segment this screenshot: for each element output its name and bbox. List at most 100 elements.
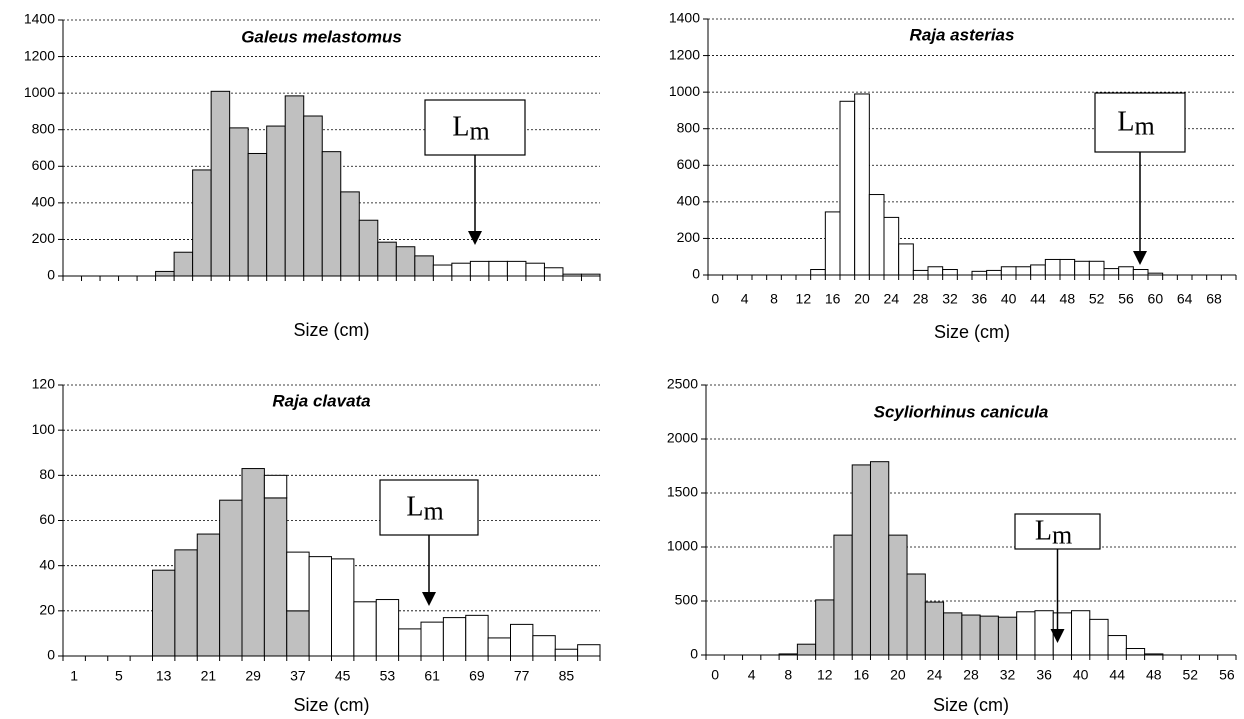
y-tick-label: 500 — [675, 592, 699, 608]
x-tick-label: 45 — [335, 668, 351, 684]
x-tick-label: 20 — [854, 291, 870, 307]
x-axis-title: Size (cm) — [934, 322, 1010, 342]
bar — [868, 194, 885, 276]
x-tick-label: 69 — [469, 668, 485, 684]
annotation-box — [1014, 513, 1101, 550]
bar — [469, 260, 490, 277]
x-tick-label: 24 — [884, 291, 900, 307]
x-tick-label: 24 — [927, 667, 943, 683]
x-tick-label: 16 — [825, 291, 841, 307]
bar — [833, 534, 853, 656]
annotation-sub: m — [469, 116, 489, 145]
bar — [174, 549, 198, 657]
bar — [375, 599, 400, 657]
bar — [331, 558, 355, 657]
bar — [451, 262, 471, 277]
bar — [1034, 610, 1054, 656]
x-tick-label: 16 — [854, 667, 870, 683]
x-tick-label: 48 — [1060, 291, 1076, 307]
bar — [358, 219, 379, 277]
bar — [815, 599, 835, 656]
arrow-head — [1133, 251, 1147, 265]
bar — [839, 100, 856, 276]
bar — [906, 573, 926, 656]
bar — [1071, 610, 1091, 656]
x-tick-label: 61 — [424, 668, 440, 684]
x-tick-label: 32 — [1000, 667, 1016, 683]
bar — [1107, 635, 1127, 656]
chart-title: Raja clavata — [272, 391, 370, 410]
y-tick-label: 1000 — [667, 538, 698, 554]
x-tick-label: 52 — [1183, 667, 1199, 683]
bar — [924, 601, 945, 656]
arrow-head — [1050, 629, 1065, 643]
x-tick-label: 0 — [711, 667, 719, 683]
bar — [532, 635, 556, 657]
bar — [286, 551, 310, 612]
bar — [997, 616, 1018, 656]
y-tick-label: 20 — [39, 602, 55, 618]
y-tick-label: 800 — [677, 119, 701, 135]
x-tick-label: 53 — [380, 668, 396, 684]
x-tick-label: 1 — [70, 668, 78, 684]
y-tick-label: 2000 — [667, 430, 698, 446]
y-tick-label: 0 — [692, 266, 700, 282]
bar — [796, 643, 817, 656]
annotation-sub: m — [423, 496, 443, 525]
x-tick-label: 8 — [784, 667, 792, 683]
bar — [420, 621, 444, 657]
x-tick-label: 4 — [748, 667, 756, 683]
x-tick-label: 4 — [741, 291, 749, 307]
y-tick-label: 400 — [677, 193, 701, 209]
bar — [927, 266, 944, 276]
y-tick-label: 400 — [32, 194, 56, 210]
bar — [395, 246, 416, 277]
bar — [1089, 618, 1109, 656]
bar — [854, 93, 870, 276]
bar — [210, 90, 231, 277]
annotation-box — [379, 479, 479, 536]
bar — [1015, 266, 1032, 276]
bar — [883, 216, 900, 276]
bar — [377, 241, 397, 277]
x-tick-label: 77 — [514, 668, 530, 684]
bar — [898, 243, 914, 276]
annotation: Lm — [1035, 516, 1072, 550]
chart: 0 20 40 60 80 100 120 1 5 13 21 29 37 45 53 61 69 77 85 Raj… — [32, 376, 601, 715]
bar — [1103, 268, 1120, 276]
y-tick-label: 100 — [32, 421, 56, 437]
x-tick-label: 44 — [1109, 667, 1125, 683]
x-tick-label: 36 — [1036, 667, 1052, 683]
bar — [961, 614, 981, 656]
bar — [263, 497, 288, 657]
bar — [1125, 648, 1146, 656]
y-tick-label: 200 — [677, 229, 701, 245]
bar — [465, 614, 489, 657]
x-tick-label: 56 — [1219, 667, 1235, 683]
bar — [1132, 269, 1149, 276]
bar — [912, 269, 929, 276]
bar — [303, 115, 323, 277]
bar — [1074, 260, 1090, 276]
annotation-main: L — [452, 112, 469, 143]
bar — [510, 623, 534, 657]
y-tick-label: 1000 — [669, 83, 700, 99]
x-tick-label: 64 — [1177, 291, 1193, 307]
x-axis-title: Size (cm) — [294, 695, 370, 715]
bar — [554, 648, 579, 657]
bar — [353, 601, 377, 657]
y-tick-label: 80 — [39, 466, 55, 482]
bar — [229, 127, 249, 277]
bar — [543, 267, 564, 277]
y-tick-label: 2500 — [667, 376, 698, 392]
bar — [986, 269, 1002, 276]
bar — [1016, 611, 1036, 656]
y-tick-label: 200 — [32, 230, 56, 246]
bar — [432, 264, 453, 277]
bar — [1000, 266, 1017, 276]
annotation-box — [1094, 92, 1186, 153]
bar — [340, 191, 360, 277]
bar — [308, 556, 332, 657]
bar — [487, 637, 511, 657]
arrow-head — [422, 592, 436, 606]
